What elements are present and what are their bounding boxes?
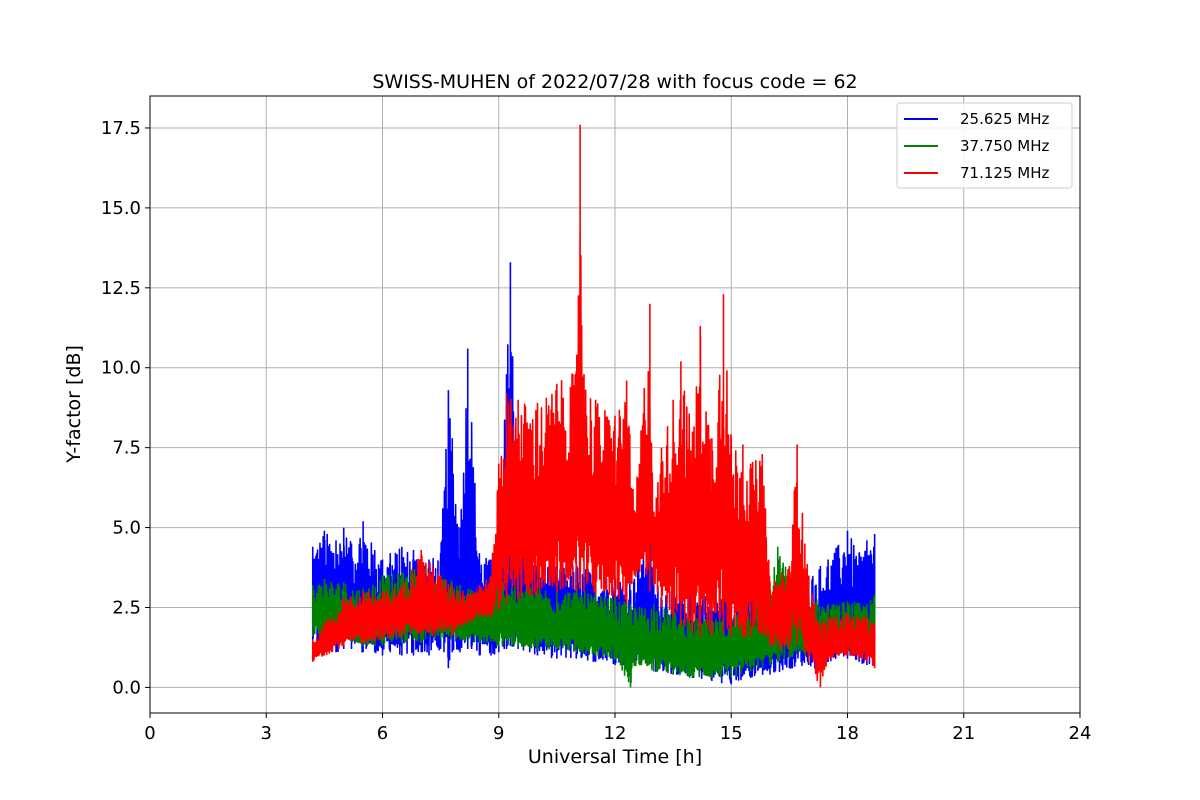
y-tick-label: 17.5 bbox=[101, 118, 141, 139]
x-tick-label: 9 bbox=[493, 723, 504, 744]
x-tick-label: 6 bbox=[377, 723, 388, 744]
x-tick-label: 12 bbox=[604, 723, 627, 744]
x-axis: 0 3 6 9 12 15 18 21 24 bbox=[144, 713, 1091, 744]
x-tick-label: 24 bbox=[1069, 723, 1092, 744]
y-tick-label: 5.0 bbox=[112, 518, 141, 539]
legend-label-0: 25.625 MHz bbox=[960, 110, 1049, 128]
series-layer bbox=[311, 124, 876, 688]
y-axis-label: Y-factor [dB] bbox=[63, 345, 85, 464]
y-tick-label: 2.5 bbox=[112, 598, 141, 619]
series-line-2 bbox=[311, 124, 876, 688]
chart-title: SWISS-MUHEN of 2022/07/28 with focus cod… bbox=[372, 71, 857, 93]
y-tick-label: 10.0 bbox=[101, 358, 141, 379]
legend-label-2: 71.125 MHz bbox=[960, 164, 1049, 182]
y-tick-label: 0.0 bbox=[112, 677, 141, 698]
x-tick-label: 3 bbox=[261, 723, 272, 744]
x-tick-label: 18 bbox=[836, 723, 859, 744]
y-tick-label: 7.5 bbox=[112, 438, 141, 459]
x-axis-label: Universal Time [h] bbox=[528, 746, 702, 768]
x-tick-label: 21 bbox=[952, 723, 975, 744]
plot-area bbox=[311, 124, 876, 688]
x-tick-label: 0 bbox=[144, 723, 155, 744]
y-tick-label: 12.5 bbox=[101, 278, 141, 299]
legend-frame bbox=[896, 102, 1073, 189]
y-axis: 0.0 2.5 5.0 7.5 10.0 12.5 15.0 17.5 bbox=[101, 118, 150, 698]
legend: 25.625 MHz 37.750 MHz 71.125 MHz bbox=[896, 102, 1073, 189]
y-tick-label: 15.0 bbox=[101, 198, 141, 219]
x-tick-label: 15 bbox=[720, 723, 743, 744]
legend-label-1: 37.750 MHz bbox=[960, 137, 1049, 155]
